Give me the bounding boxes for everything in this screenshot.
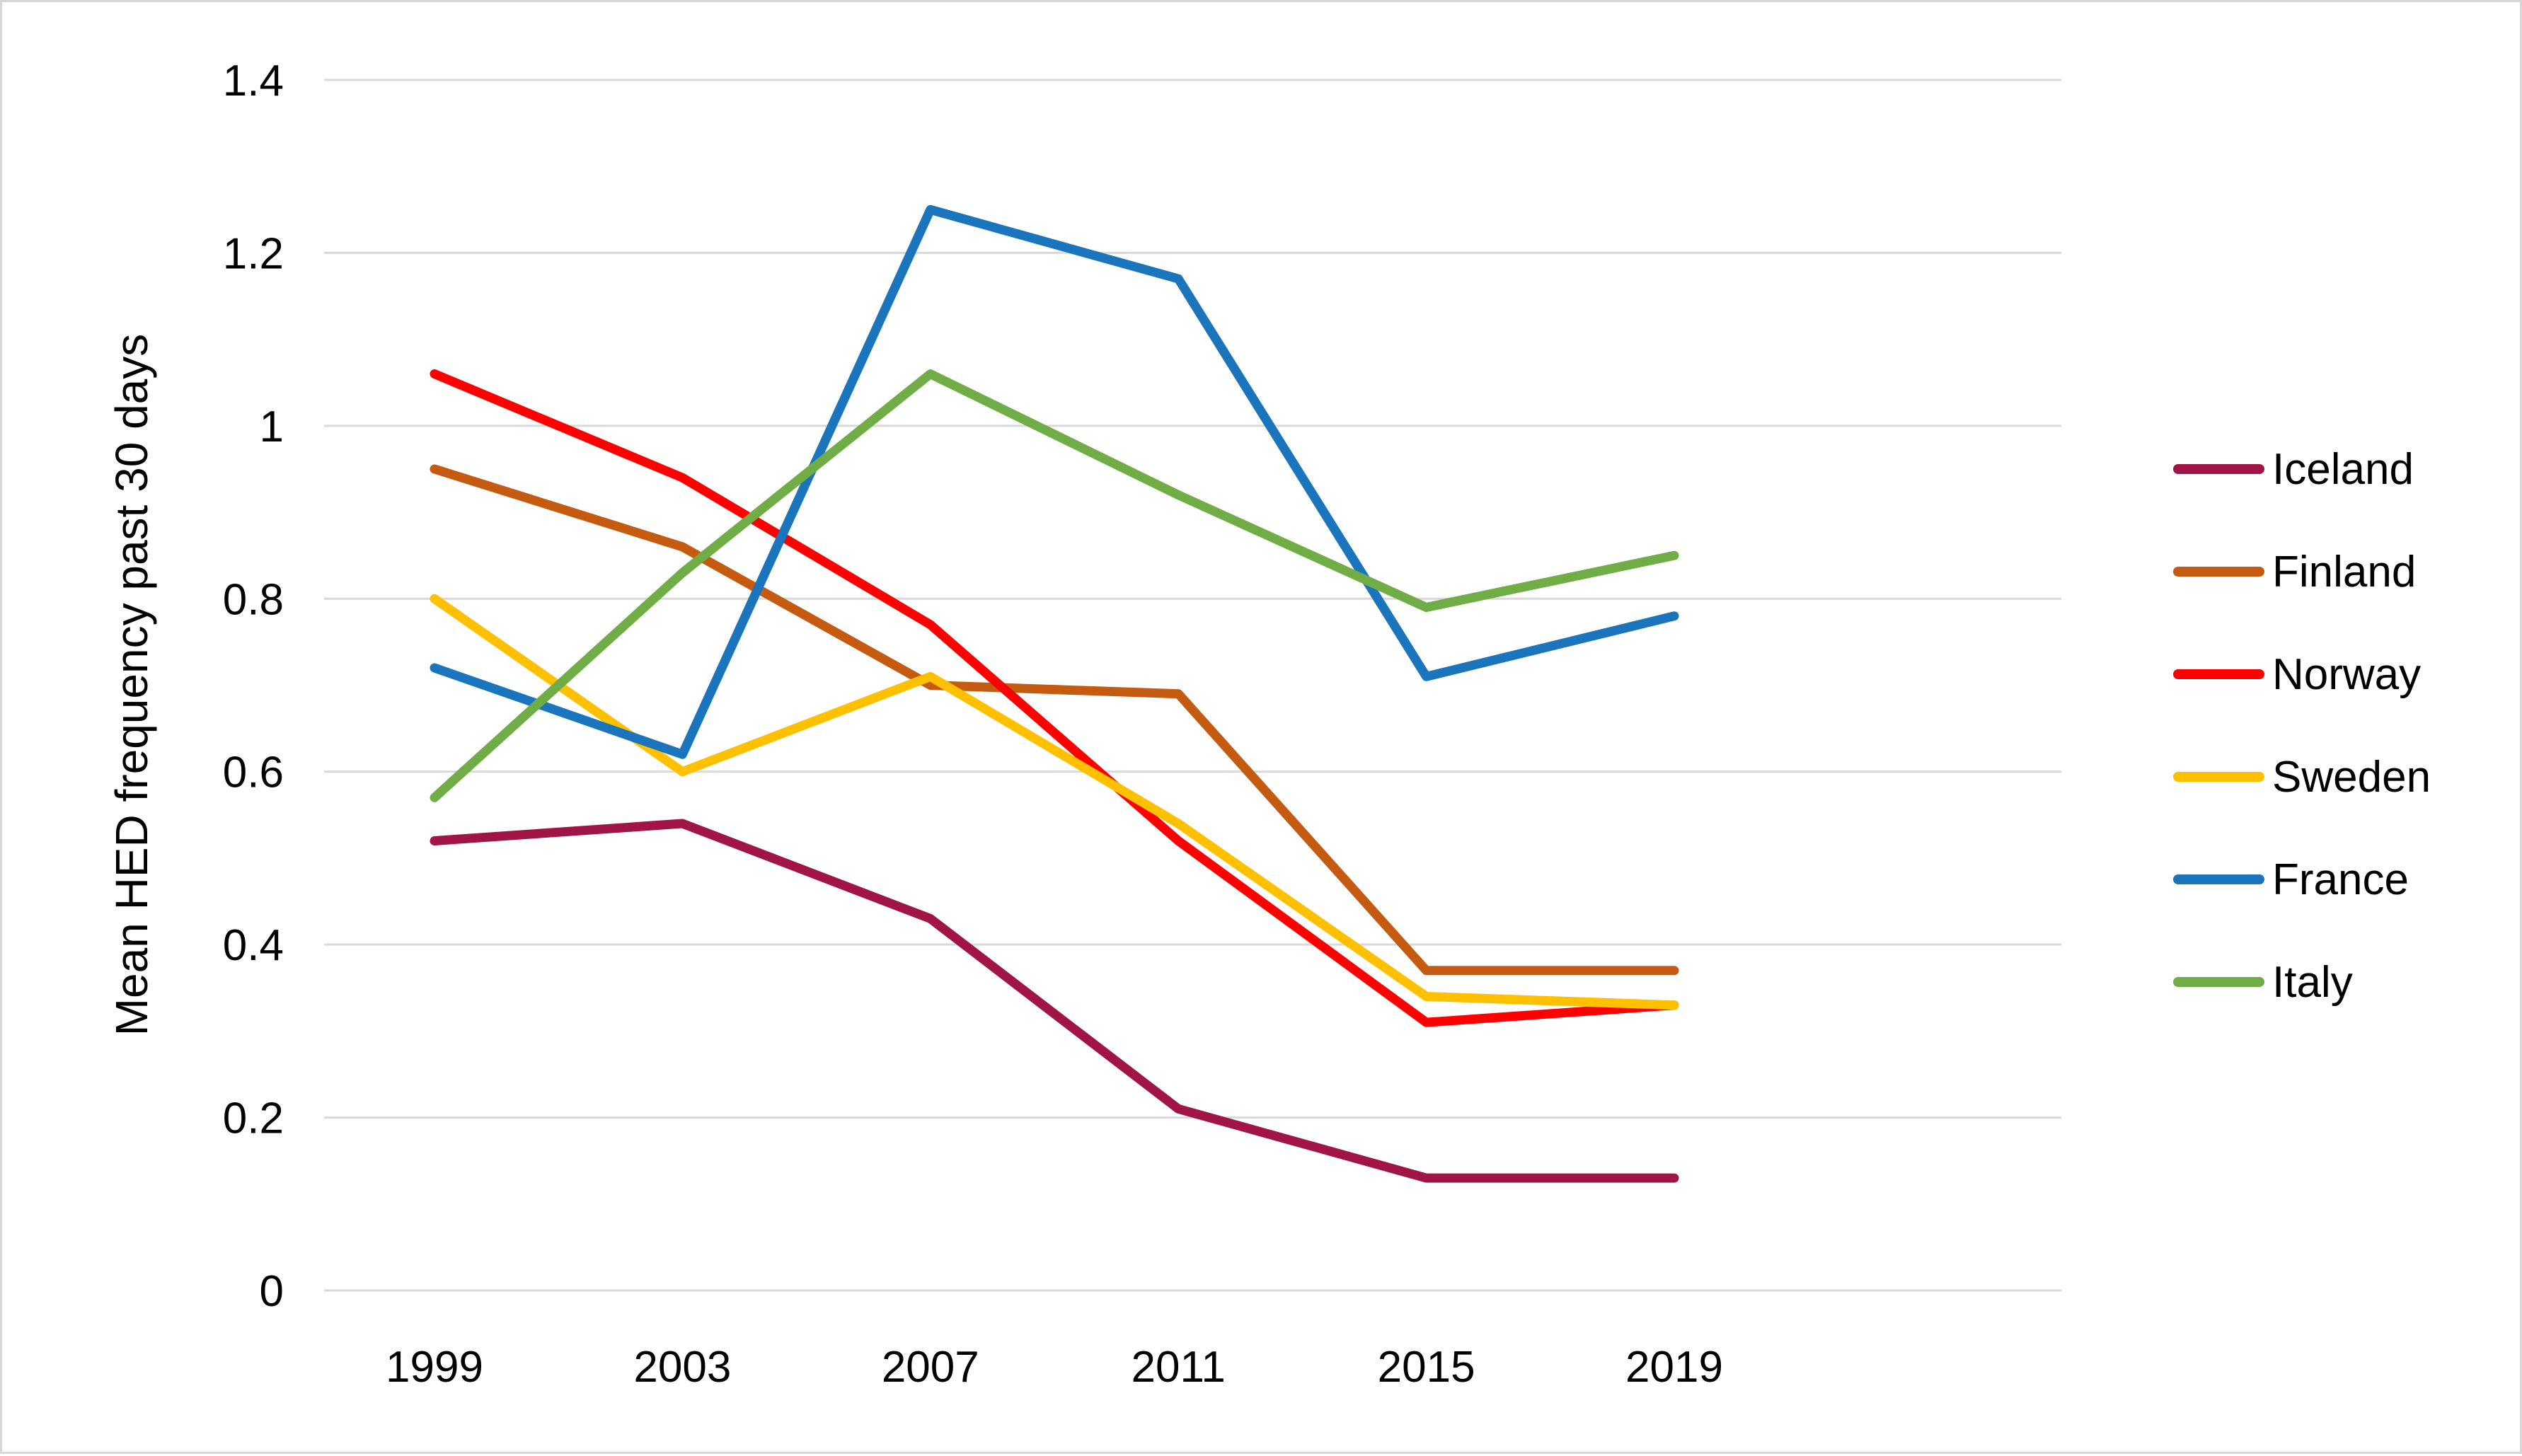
y-tick-label-1.4: 1.4 [223, 57, 284, 105]
legend-label-finland: Finland [2272, 548, 2416, 596]
legend-item-italy: Italy [2173, 958, 2353, 1007]
x-tick-label-1999: 1999 [386, 1343, 483, 1392]
legend-label-norway: Norway [2272, 650, 2421, 699]
series-line-iceland [430, 819, 1679, 1183]
legend-label-italy: Italy [2272, 958, 2353, 1007]
y-tick-label-1: 1 [260, 403, 284, 451]
legend-item-iceland: Iceland [2173, 445, 2414, 494]
series-lines [430, 204, 1679, 1183]
legend-item-france: France [2173, 855, 2409, 904]
legend-label-france: France [2272, 855, 2409, 904]
y-axis-tick-labels: 0 0.2 0.4 0.6 0.8 1 1.2 1.4 [223, 57, 284, 1316]
y-tick-label-0.8: 0.8 [223, 575, 284, 624]
legend-label-sweden: Sweden [2272, 753, 2431, 802]
legend-item-finland: Finland [2173, 548, 2416, 596]
y-tick-label-0.4: 0.4 [223, 921, 284, 970]
series-line-italy [430, 369, 1679, 802]
y-tick-label-0.6: 0.6 [223, 749, 284, 797]
x-axis-tick-labels: 1999 2003 2007 2011 2015 2019 [386, 1343, 1723, 1392]
x-tick-label-2003: 2003 [633, 1343, 731, 1392]
x-tick-label-2015: 2015 [1378, 1343, 1475, 1392]
x-tick-label-2011: 2011 [1132, 1343, 1226, 1392]
legend: Iceland Finland Norway Sweden France Italy [2173, 445, 2431, 1007]
y-tick-label-0: 0 [260, 1267, 284, 1316]
series-line-finland [430, 464, 1679, 976]
gridlines [324, 79, 2061, 1292]
y-tick-label-1.2: 1.2 [223, 229, 284, 278]
series-line-norway [430, 369, 1679, 1027]
legend-item-sweden: Sweden [2173, 753, 2431, 802]
series-line-france [430, 204, 1679, 759]
y-axis-title: Mean HED frequency past 30 days [106, 334, 157, 1036]
legend-label-iceland: Iceland [2272, 445, 2414, 494]
x-tick-label-2007: 2007 [882, 1343, 979, 1392]
legend-item-norway: Norway [2173, 650, 2421, 699]
y-tick-label-0.2: 0.2 [223, 1094, 284, 1143]
x-tick-label-2019: 2019 [1625, 1343, 1723, 1392]
